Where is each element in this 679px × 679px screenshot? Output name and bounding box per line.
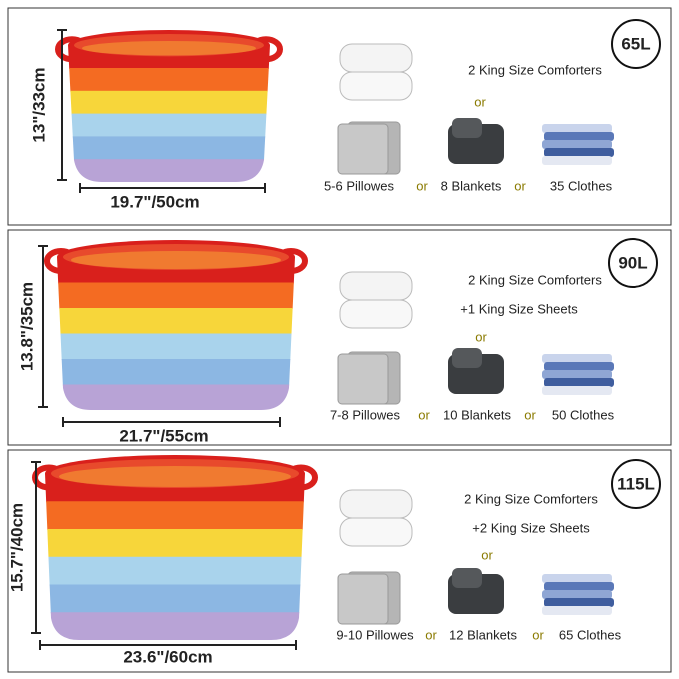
stripe: [45, 556, 305, 586]
stripe: [45, 529, 305, 558]
capacity: 90L: [618, 253, 647, 272]
or: or: [481, 547, 493, 562]
blanket-fold: [452, 568, 482, 588]
stripe: [57, 384, 295, 410]
blankets: 8 Blankets: [441, 178, 502, 193]
stripe: [45, 501, 305, 530]
comforter-icon: [339, 299, 413, 329]
basket-inner-band: [59, 466, 291, 487]
sheets: +2 King Size Sheets: [472, 520, 590, 535]
comforters: 2 King Size Comforters: [468, 272, 602, 287]
height-label: 15.7"/40cm: [7, 503, 26, 592]
stripe: [57, 333, 295, 360]
clothes-icon: [544, 148, 614, 157]
pillow-icon: [337, 573, 389, 625]
stripe: [57, 359, 295, 386]
stripe: [68, 159, 270, 183]
comforter-icon: [339, 271, 413, 301]
basket: [57, 240, 295, 410]
comforters: 2 King Size Comforters: [468, 62, 602, 77]
width-label: 19.7"/50cm: [110, 192, 199, 211]
panel: [7, 229, 672, 446]
sheets: +1 King Size Sheets: [460, 301, 578, 316]
clothes-icon: [542, 386, 612, 395]
clothes-icon: [542, 574, 612, 583]
capacity-badge: [611, 459, 661, 509]
comforter-icon: [339, 71, 413, 101]
pillows: 9-10 Pillowes: [336, 627, 414, 642]
stripe: [68, 113, 270, 138]
width-label: 23.6"/60cm: [123, 647, 212, 666]
or-left: or: [416, 178, 428, 193]
clothes-icon: [544, 598, 614, 607]
capacity-badge: [611, 19, 661, 69]
capacity: 65L: [621, 34, 650, 53]
clothes-icon: [544, 582, 614, 591]
clothes-icon: [542, 370, 612, 379]
stripe: [45, 612, 305, 640]
comforter-icon: [339, 517, 413, 547]
clothes: 65 Clothes: [559, 627, 622, 642]
or-right: or: [524, 407, 536, 422]
blanket-fold: [452, 118, 482, 138]
clothes-icon: [544, 378, 614, 387]
clothes-icon: [542, 124, 612, 133]
or-left: or: [425, 627, 437, 642]
capacity: 115L: [617, 474, 655, 493]
or: or: [475, 329, 487, 344]
pillows: 7-8 Pillowes: [330, 407, 401, 422]
blanket-fold: [452, 348, 482, 368]
width-label: 21.7"/55cm: [119, 426, 208, 445]
clothes: 35 Clothes: [550, 178, 613, 193]
clothes-icon: [542, 590, 612, 599]
height-label: 13"/33cm: [29, 67, 48, 142]
blankets: 10 Blankets: [443, 407, 511, 422]
stripe: [68, 68, 270, 92]
basket-inner-band: [71, 251, 281, 269]
pillows: 5-6 Pillowes: [324, 178, 395, 193]
stripe: [57, 282, 295, 309]
comforters: 2 King Size Comforters: [464, 491, 598, 506]
height-label: 13.8"/35cm: [17, 282, 36, 371]
stripe: [57, 308, 295, 335]
clothes: 50 Clothes: [552, 407, 615, 422]
pillow-icon: [337, 123, 389, 175]
panel: [7, 449, 672, 673]
comforter-icon: [339, 43, 413, 73]
clothes-icon: [544, 362, 614, 371]
or: or: [474, 94, 486, 109]
clothes-icon: [542, 606, 612, 615]
or-left: or: [418, 407, 430, 422]
stripe: [68, 90, 270, 115]
or-right: or: [514, 178, 526, 193]
clothes-icon: [542, 354, 612, 363]
pillow-icon: [337, 353, 389, 405]
panel: [7, 7, 672, 226]
capacity-badge: [608, 238, 658, 288]
clothes-icon: [544, 132, 614, 141]
or-right: or: [532, 627, 544, 642]
stripe: [45, 584, 305, 614]
blankets: 12 Blankets: [449, 627, 517, 642]
comforter-icon: [339, 489, 413, 519]
stripe: [68, 136, 270, 161]
clothes-icon: [542, 156, 612, 165]
clothes-icon: [542, 140, 612, 149]
basket-inner-band: [82, 41, 256, 56]
